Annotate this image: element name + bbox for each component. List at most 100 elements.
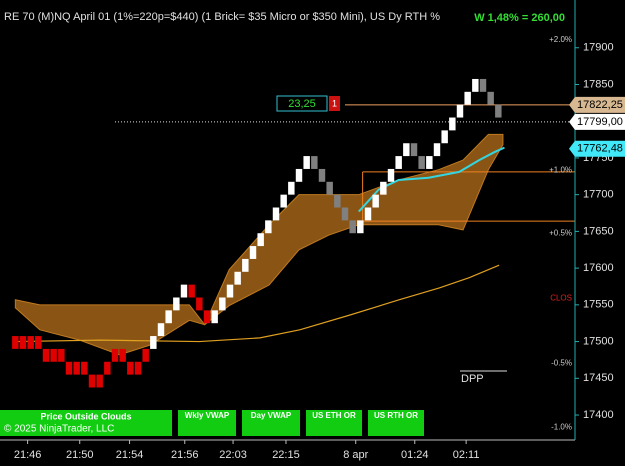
button-label: US ETH OR	[312, 411, 356, 420]
brick	[104, 361, 111, 375]
brick	[288, 181, 295, 195]
button-label: Day VWAP	[251, 411, 292, 420]
x-tick-label: 01:24	[401, 449, 429, 461]
x-tick-label: 8 apr	[343, 449, 368, 461]
brick	[173, 297, 180, 311]
y-tick-label: 17600	[583, 262, 614, 274]
brick	[196, 297, 203, 311]
brick	[88, 374, 96, 388]
brick	[418, 156, 425, 169]
y-tick-label: 17700	[583, 189, 614, 201]
brick	[50, 348, 57, 362]
brick	[318, 168, 326, 182]
button[interactable]	[178, 410, 236, 436]
button-label: Price Outside Clouds	[40, 411, 131, 421]
brick	[96, 374, 103, 388]
price-tag	[569, 113, 625, 130]
brick	[27, 336, 34, 349]
x-tick-label: 21:54	[116, 449, 144, 461]
brick	[357, 220, 364, 234]
price-tag	[569, 140, 625, 157]
brick	[303, 156, 310, 169]
order-tag: 1	[332, 98, 337, 108]
x-tick-label: 21:56	[171, 449, 199, 461]
brick	[341, 207, 349, 221]
brick	[487, 91, 494, 105]
brick	[410, 143, 418, 157]
button[interactable]	[242, 410, 300, 436]
brick	[234, 271, 241, 285]
brick	[387, 168, 395, 182]
price-tag-label: 17762,48	[577, 143, 623, 155]
pct-label: CLOS	[550, 293, 572, 302]
brick	[464, 91, 471, 105]
indicator-line	[15, 264, 500, 343]
y-tick-label: 17500	[583, 335, 614, 347]
brick	[219, 297, 226, 311]
order-tag-box[interactable]	[329, 96, 340, 111]
brick	[12, 336, 19, 349]
brick	[203, 310, 211, 324]
stat-label: W 1,48% = 260,00	[474, 12, 565, 24]
plot-area	[12, 78, 575, 388]
y-tick-label: 17850	[583, 78, 614, 90]
copyright: © 2025 NinjaTrader, LLC	[4, 424, 114, 435]
brick	[380, 181, 387, 195]
y-tick-label: 17900	[583, 42, 614, 54]
brick	[349, 220, 356, 234]
brick	[249, 246, 257, 259]
brick	[456, 104, 464, 118]
brick	[165, 310, 172, 324]
brick	[403, 143, 410, 157]
pct-label: +0.5%	[549, 229, 572, 238]
brick	[58, 348, 65, 362]
brick	[134, 361, 142, 375]
order-box[interactable]	[276, 95, 328, 112]
brick	[364, 207, 372, 221]
brick	[433, 143, 441, 157]
brick	[372, 194, 379, 208]
brick	[150, 336, 157, 349]
brick	[479, 78, 487, 92]
y-tick-label: 17450	[583, 372, 614, 384]
brick	[441, 130, 448, 144]
y-tick-label: 17650	[583, 225, 614, 237]
brick	[81, 361, 88, 375]
brick	[226, 284, 234, 298]
brick	[265, 220, 272, 234]
brick	[19, 336, 27, 349]
brick	[257, 233, 264, 247]
brick	[65, 361, 73, 375]
brick	[242, 258, 249, 272]
pct-label: -1.0%	[551, 423, 572, 432]
y-tick-label: 17400	[583, 409, 614, 421]
button-label: US RTH OR	[374, 411, 418, 420]
brick	[127, 361, 134, 375]
brick	[35, 336, 42, 349]
pct-label: +2.0%	[549, 35, 572, 44]
button[interactable]	[368, 410, 424, 436]
brick	[334, 194, 341, 208]
price-tag-label: 17822,25	[577, 99, 623, 111]
brick	[311, 156, 318, 169]
brick	[495, 104, 502, 118]
brick	[449, 117, 456, 131]
brick	[272, 207, 280, 221]
button[interactable]	[306, 410, 362, 436]
brick	[142, 348, 149, 362]
price-tag-label: 17799,00	[577, 116, 623, 128]
button[interactable]	[0, 410, 172, 436]
brick	[472, 78, 479, 92]
brick	[395, 156, 402, 169]
x-tick-label: 22:03	[219, 449, 247, 461]
brick	[211, 310, 218, 324]
brick	[188, 284, 195, 298]
pct-label: -0.5%	[551, 359, 572, 368]
brick	[280, 194, 287, 208]
y-tick-label: 17550	[583, 299, 614, 311]
chart-title: RE 70 (M)NQ April 01 (1%=220p=$440) (1 B…	[4, 11, 440, 23]
brick	[119, 348, 126, 362]
brick	[157, 323, 165, 337]
